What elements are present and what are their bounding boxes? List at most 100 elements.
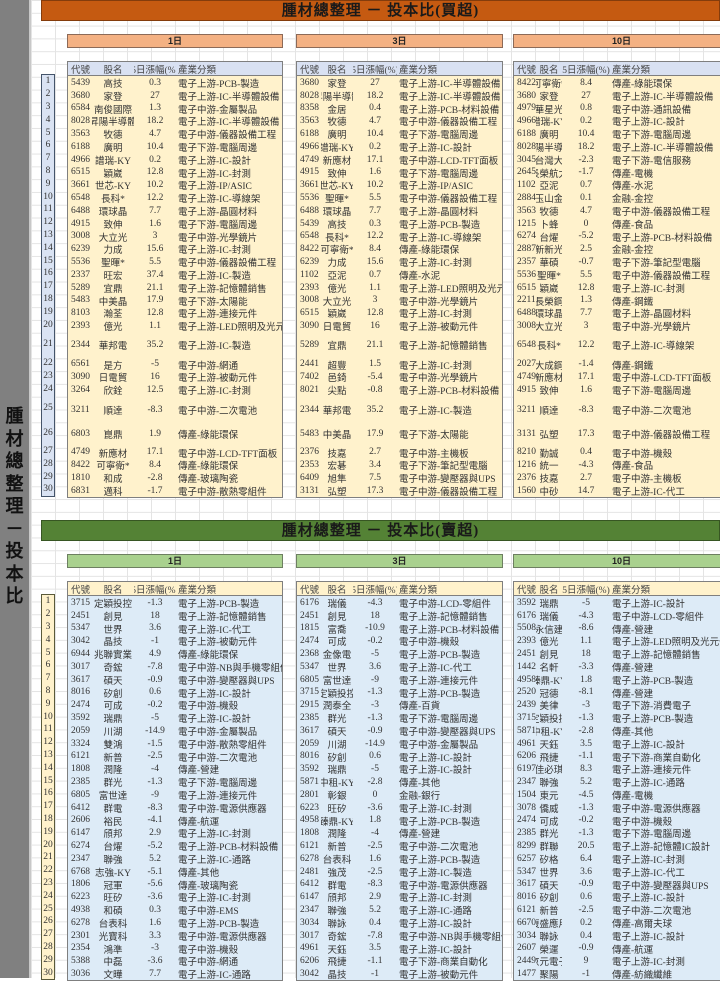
table-row[interactable]: 3045 台灣大 -2.3 電子下游-電信服務 (514, 153, 720, 167)
table-row[interactable]: 2347 聯強 5.2 電子上游-IC-通路 (297, 904, 502, 917)
table-row[interactable]: 1442 名軒 -3.3 傳產-營建 (514, 661, 720, 674)
table-row[interactable]: 2337 旺宏 37.4 電子上游-IC-製造 (68, 269, 282, 282)
table-row[interactable]: 2354 鴻準 -3 電子中游-機殼 (68, 942, 282, 955)
table-row[interactable]: 4961 天鈺 3.5 電子上游-IC-設計 (514, 737, 720, 751)
table-row[interactable]: 8028昇陽半導體 18.2 電子上游-IC-半導體設備 (514, 141, 720, 154)
column-header-cat[interactable]: 產業分類 (399, 585, 438, 596)
table-row[interactable]: 2439 美律 -3 電子下游-消費電子 (514, 699, 720, 712)
table-row[interactable]: 2385 群光 -1.3 電子下游-電腦周邊 (297, 712, 502, 725)
table-row[interactable]: 3592 瑞鼎 -5 電子上游-IC-設計 (68, 712, 282, 725)
table-row[interactable]: 6488 環球晶 7.7 電子上游-晶圓材料 (68, 205, 282, 218)
column-header-code[interactable]: 代號 (71, 585, 91, 596)
column-header-cat[interactable]: 產業分類 (612, 585, 651, 596)
table-row[interactable]: 6515 穎崴 12.8 電子上游-IC-封測 (514, 281, 720, 295)
table-row[interactable]: 2344 華邦電 35.2 電子上游-IC-製造 (68, 333, 282, 359)
table-row[interactable]: 6223 旺矽 -3.6 電子上游-IC-封測 (297, 801, 502, 815)
table-row[interactable]: 3592 瑞鼎 -5 電子上游-IC-設計 (297, 763, 502, 776)
table-row[interactable]: 5347 世界 3.6 電子上游-IC-代工 (297, 661, 502, 674)
table-row[interactable]: 2607 榮運 -0.9 傳產-航運 (514, 942, 720, 955)
table-row[interactable]: 2385 群光 -1.3 電子下游-電腦周邊 (514, 827, 720, 840)
table-row[interactable]: 2376 技嘉 2.7 電子中游-主機板 (514, 472, 720, 485)
table-row[interactable]: 1808 潤隆 -4 傳產-營建 (68, 763, 282, 776)
table-row[interactable]: 3090 日電貿 16 電子上游-被動元件 (68, 371, 282, 384)
table-row[interactable]: 6223 旺矽 -3.6 電子上游-IC-封測 (68, 891, 282, 904)
column-header-code[interactable]: 代號 (300, 585, 320, 596)
table-row[interactable]: 3324 雙鴻 -1.5 電子中游-散熱零組件 (68, 737, 282, 751)
column-header-name[interactable]: 股名 (103, 65, 123, 76)
table-row[interactable]: 1560 中砂 14.7 電子上游-IC-代工 (514, 485, 720, 497)
table-row[interactable]: 6239 力成 15.6 電子上游-IC-封測 (68, 243, 282, 256)
table-row[interactable]: 8358 金居 0.4 電子上游-PCB-材料設備 (297, 102, 502, 115)
table-row[interactable]: 3131 弘塑 17.3 電子中游-儀器設備工程 (297, 485, 502, 497)
table-row[interactable]: 2385 群光 -1.3 電子下游-電腦周邊 (68, 776, 282, 789)
table-row[interactable]: 3680 家登 27 電子上游-IC-半導體設備 (297, 77, 502, 90)
table-row[interactable]: 5871中租-KY -2.8 傳產-其他 (514, 725, 720, 738)
column-header-pct[interactable]: 5日漲幅(%) (562, 585, 610, 596)
table-row[interactable]: 3563 牧德 4.7 電子中游-儀器設備工程 (514, 205, 720, 218)
table-row[interactable]: 2451 創見 18 電子上游-記憶體銷售 (68, 609, 282, 623)
column-header-pct[interactable]: 5日漲幅(%) (134, 585, 176, 596)
table-row[interactable]: 2027 大成鋼 -1.4 傳產-鋼鐵 (514, 358, 720, 371)
table-row[interactable]: 4749 新應材 17.1 電子中游-LCD-TFT面板 (297, 153, 502, 167)
table-row[interactable]: 6548 長科* 12.2 電子上游-IC-導線架 (297, 230, 502, 243)
table-row[interactable]: 5536 聖暉* 5.5 電子中游-儀器設備工程 (68, 256, 282, 269)
table-row[interactable]: 3008 大立光 3 電子中游-光學鏡片 (514, 320, 720, 333)
table-row[interactable]: 3008 大立光 3 電子中游-光學鏡片 (297, 294, 502, 307)
table-row[interactable]: 6197 佳必琪 8.3 電子上游-連接元件 (514, 763, 720, 776)
table-row[interactable]: 4958臻鼎-KY 1.8 電子上游-PCB-製造 (297, 814, 502, 827)
table-row[interactable]: 6548 長科* 12.2 電子上游-IC-導線架 (68, 192, 282, 205)
table-row[interactable]: 2357 華碩 -0.7 電子下游-筆記型電腦 (514, 256, 720, 269)
table-row[interactable]: 5289 宜鼎 21.1 電子上游-記憶體銷售 (297, 333, 502, 359)
table-row[interactable]: 6488 環球晶 7.7 電子上游-晶圓材料 (514, 307, 720, 320)
table-row[interactable]: 5439 高技 0.3 電子上游-PCB-製造 (68, 77, 282, 90)
column-header-pct[interactable]: 5日漲幅(%) (134, 65, 176, 76)
column-header-pct[interactable]: 5日漲幅(%) (562, 65, 610, 76)
table-row[interactable]: 3211 順達 -8.3 電子中游-二次電池 (68, 397, 282, 423)
table-row[interactable]: 6176 瑞儀 -4.3 電子中游-LCD-零組件 (514, 609, 720, 623)
table-row[interactable]: 5483 中美晶 17.9 電子下游-太陽能 (297, 423, 502, 447)
table-row[interactable]: 6805 富世達 -9 電子上游-連接元件 (68, 789, 282, 802)
column-header-code[interactable]: 代號 (517, 65, 536, 76)
table-row[interactable]: 3034 聯詠 0.4 電子上游-IC-設計 (514, 929, 720, 943)
column-header-cat[interactable]: 產業分類 (399, 65, 438, 76)
table-row[interactable]: 2347 聯強 5.2 電子上游-IC-通路 (68, 853, 282, 866)
table-row[interactable]: 6121 新普 -2.5 電子中游-二次電池 (514, 904, 720, 917)
table-row[interactable]: 2368 金像電 -5 電子上游-PCB-製造 (297, 648, 502, 661)
column-header-code[interactable]: 代號 (71, 65, 91, 76)
table-row[interactable]: 4979 華星光 0.8 電子中游-通訊設備 (514, 102, 720, 115)
table-row[interactable]: 6188 廣明 10.4 電子下游-電腦周邊 (514, 128, 720, 141)
table-row[interactable]: 4915 致伸 1.6 電子下游-電腦周邊 (297, 166, 502, 179)
table-row[interactable]: 2801 彰銀 0 金融-銀行 (297, 789, 502, 802)
table-row[interactable]: 6274 台燿 -5.2 電子上游-PCB-材料設備 (68, 840, 282, 853)
table-row[interactable]: 2474 可成 -0.2 電子中游-機殼 (297, 635, 502, 648)
table-row[interactable]: 3042 晶技 -1 電子上游-被動元件 (68, 635, 282, 648)
table-row[interactable]: 5871中租-KY -2.8 傳產-其他 (297, 776, 502, 789)
table-row[interactable]: 3617 碩天 -0.9 電子中游-變壓器與UPS (297, 725, 502, 738)
table-row[interactable]: 7402 邑錡 -5.4 電子中游-光學鏡片 (297, 371, 502, 384)
table-row[interactable]: 8016 矽創 0.6 電子上游-IC-設計 (68, 686, 282, 699)
table-row[interactable]: 2645長榮航太 -1.7 傳產-電機 (514, 166, 720, 179)
table-row[interactable]: 6412 群電 -8.3 電子中游-電源供應器 (297, 878, 502, 891)
table-row[interactable]: 2449京元電子 9 電子上游-IC-封測 (514, 955, 720, 968)
table-row[interactable]: 2451 創見 18 電子上游-記憶體銷售 (514, 648, 720, 661)
table-row[interactable]: 6188 廣明 10.4 電子下游-電腦周邊 (68, 141, 282, 154)
table-row[interactable]: 4749 新應材 17.1 電子中游-LCD-TFT面板 (514, 371, 720, 384)
table-row[interactable]: 6412 群電 -8.3 電子中游-電源供應器 (68, 801, 282, 815)
table-row[interactable]: 1102 亞泥 0.7 傳產-水泥 (514, 179, 720, 192)
table-row[interactable]: 4915 致伸 1.6 電子下游-電腦周邊 (514, 384, 720, 397)
table-row[interactable]: 6768 志強-KY -5.1 傳產-其他 (68, 865, 282, 879)
table-row[interactable]: 8210 勤誠 0.4 電子中游-機殼 (514, 446, 720, 459)
table-row[interactable]: 6944 兆聯實業 4.9 傳產-綠能環保 (68, 648, 282, 661)
table-row[interactable]: 3017 奇鋐 -7.8 電子中游-NB與手機零組件 (297, 929, 502, 943)
table-row[interactable]: 8016 矽創 0.6 電子上游-IC-設計 (514, 891, 720, 904)
table-row[interactable]: 1815 富喬 -10.9 電子上游-PCB-材料設備 (297, 622, 502, 635)
table-row[interactable]: 6176 瑞儀 -4.3 電子中游-LCD-零組件 (297, 597, 502, 610)
table-row[interactable]: 6206 飛捷 -1.1 電子下游-商業自動化 (514, 750, 720, 763)
table-row[interactable]: 4749 新應材 17.1 電子中游-LCD-TFT面板 (68, 446, 282, 459)
table-row[interactable]: 4915 致伸 1.6 電子下游-電腦周邊 (68, 217, 282, 231)
